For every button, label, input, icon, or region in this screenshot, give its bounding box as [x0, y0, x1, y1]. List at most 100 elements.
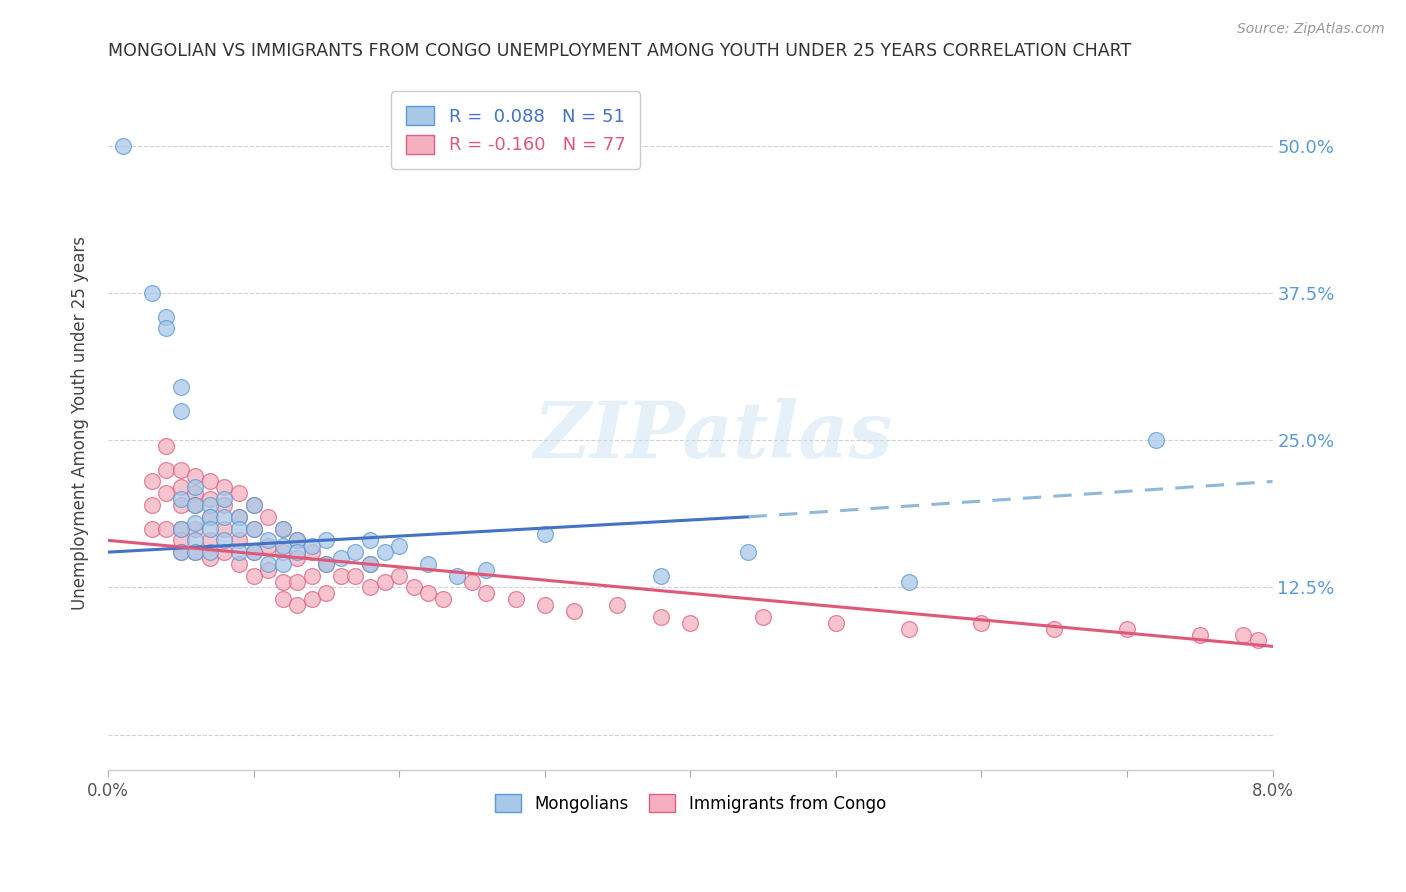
Point — [679, 615, 702, 630]
Point — [170, 380, 193, 394]
Point — [242, 522, 264, 536]
Point — [214, 480, 236, 494]
Text: MONGOLIAN VS IMMIGRANTS FROM CONGO UNEMPLOYMENT AMONG YOUTH UNDER 25 YEARS CORRE: MONGOLIAN VS IMMIGRANTS FROM CONGO UNEMP… — [108, 42, 1132, 60]
Point — [184, 468, 207, 483]
Point — [271, 592, 294, 607]
Point — [650, 610, 672, 624]
Point — [170, 545, 193, 559]
Point — [155, 321, 177, 335]
Point — [184, 498, 207, 512]
Point — [242, 498, 264, 512]
Point — [970, 615, 993, 630]
Point — [228, 545, 250, 559]
Point — [1043, 622, 1066, 636]
Point — [315, 533, 337, 548]
Point — [155, 439, 177, 453]
Point — [170, 404, 193, 418]
Point — [301, 539, 323, 553]
Point — [155, 522, 177, 536]
Point — [344, 545, 367, 559]
Point — [198, 498, 221, 512]
Point — [285, 574, 308, 589]
Point — [301, 568, 323, 582]
Point — [359, 581, 381, 595]
Point — [285, 545, 308, 559]
Point — [285, 551, 308, 566]
Point — [141, 475, 163, 489]
Point — [1116, 622, 1139, 636]
Point — [388, 539, 411, 553]
Point — [285, 533, 308, 548]
Point — [214, 498, 236, 512]
Point — [198, 509, 221, 524]
Point — [562, 604, 585, 618]
Point — [271, 545, 294, 559]
Point — [214, 533, 236, 548]
Point — [446, 568, 468, 582]
Point — [257, 557, 280, 571]
Point — [228, 533, 250, 548]
Point — [184, 498, 207, 512]
Point — [198, 551, 221, 566]
Point — [170, 545, 193, 559]
Point — [170, 533, 193, 548]
Point — [359, 533, 381, 548]
Point — [388, 568, 411, 582]
Text: Source: ZipAtlas.com: Source: ZipAtlas.com — [1237, 22, 1385, 37]
Point — [1188, 627, 1211, 641]
Point — [170, 463, 193, 477]
Point — [184, 480, 207, 494]
Point — [461, 574, 484, 589]
Point — [111, 139, 134, 153]
Point — [170, 492, 193, 507]
Point — [475, 563, 498, 577]
Point — [198, 492, 221, 507]
Point — [141, 522, 163, 536]
Point — [329, 568, 352, 582]
Point — [198, 545, 221, 559]
Point — [257, 509, 280, 524]
Point — [141, 286, 163, 301]
Point — [184, 545, 207, 559]
Point — [301, 592, 323, 607]
Point — [374, 574, 396, 589]
Point — [214, 545, 236, 559]
Point — [737, 545, 759, 559]
Point — [824, 615, 846, 630]
Point — [184, 486, 207, 500]
Point — [228, 486, 250, 500]
Point — [897, 574, 920, 589]
Point — [1232, 627, 1254, 641]
Point — [228, 522, 250, 536]
Point — [242, 498, 264, 512]
Point — [257, 563, 280, 577]
Point — [285, 598, 308, 612]
Point — [242, 568, 264, 582]
Point — [344, 568, 367, 582]
Point — [329, 551, 352, 566]
Point — [214, 522, 236, 536]
Point — [198, 522, 221, 536]
Point — [198, 533, 221, 548]
Point — [533, 598, 555, 612]
Point — [301, 545, 323, 559]
Point — [184, 533, 207, 548]
Point — [228, 557, 250, 571]
Point — [315, 557, 337, 571]
Point — [897, 622, 920, 636]
Point — [155, 463, 177, 477]
Point — [184, 545, 207, 559]
Point — [155, 486, 177, 500]
Point — [242, 545, 264, 559]
Point — [198, 475, 221, 489]
Point — [170, 522, 193, 536]
Point — [374, 545, 396, 559]
Point — [271, 522, 294, 536]
Point — [170, 498, 193, 512]
Point — [359, 557, 381, 571]
Point — [432, 592, 454, 607]
Point — [402, 581, 425, 595]
Point — [214, 492, 236, 507]
Point — [533, 527, 555, 541]
Point — [271, 539, 294, 553]
